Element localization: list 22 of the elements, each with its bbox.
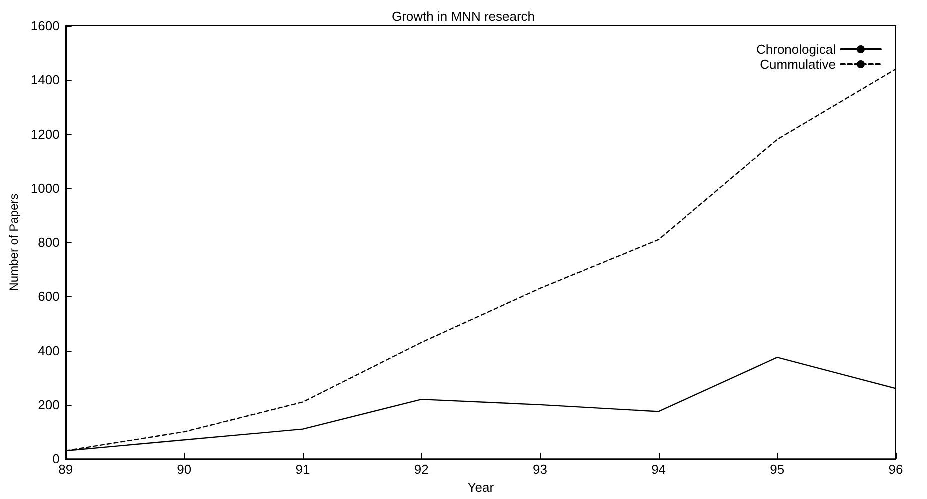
x-tick-label: 95: [770, 462, 785, 478]
x-axis-title: Year: [468, 480, 495, 495]
y-tick-label: 400: [38, 343, 60, 358]
y-axis-title: Number of Papers: [7, 194, 21, 292]
x-tick-label: 92: [414, 462, 429, 478]
x-tick-label: 91: [296, 462, 310, 478]
y-tick-label: 0: [52, 452, 60, 467]
y-tick-label: 1400: [30, 72, 60, 88]
x-tick-label: 94: [652, 462, 666, 478]
x-tick-label: 96: [888, 462, 904, 478]
y-tick-label: 1600: [30, 18, 60, 34]
legend-label: Cummulative: [760, 57, 836, 72]
y-tick-label: 200: [38, 397, 60, 412]
x-tick-label: 89: [58, 462, 74, 478]
y-tick-label: 1200: [30, 126, 60, 142]
legend-label: Chronological: [756, 42, 836, 57]
y-tick-label: 1000: [30, 180, 60, 196]
y-tick-label: 600: [38, 289, 60, 304]
x-tick-label: 93: [532, 462, 548, 478]
chart-title: Growth in MNN research: [392, 9, 536, 24]
x-tick-label: 90: [177, 462, 192, 478]
y-tick-label: 800: [38, 235, 60, 250]
